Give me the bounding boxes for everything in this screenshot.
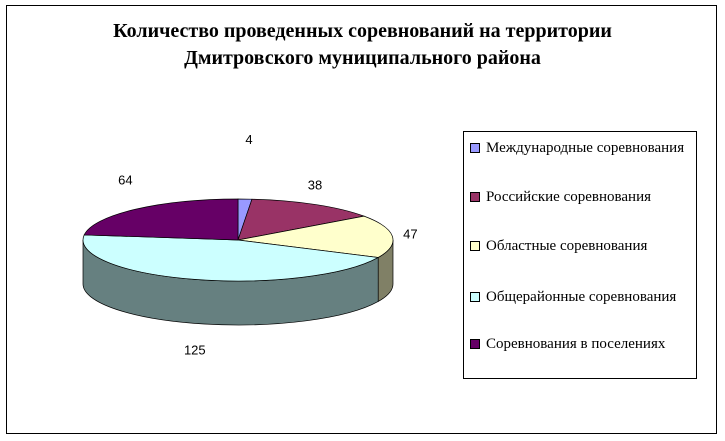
legend-item-russian: Российские соревнования [470, 187, 694, 208]
legend-label-district: Общерайонные соревнования [486, 289, 677, 305]
chart-title-line-2: Дмитровского муниципального района [184, 47, 541, 69]
legend-label-settlements: Соревнования в поселениях [486, 336, 666, 352]
legend-item-international: Международные соревнования [470, 138, 694, 159]
legend-label-russian: Российские соревнования [486, 189, 652, 205]
pie-slice-regional [237, 215, 394, 258]
data-label-district: 125 [184, 342, 206, 357]
legend-label-international: Международные соревнования [486, 140, 685, 156]
data-label-russian: 38 [308, 177, 322, 192]
data-labels: 4 38 47 125 64 [118, 132, 417, 357]
legend-swatch-international [470, 143, 480, 153]
chart-title: Количество проведенных соревнований на т… [0, 18, 725, 72]
legend-swatch-regional [470, 241, 480, 251]
legend-label-regional: Областные соревнования [486, 238, 648, 254]
legend-swatch-district [470, 292, 480, 302]
legend: Международные соревнования Российские со… [463, 131, 697, 379]
pie-slice-district [82, 234, 380, 282]
legend-item-regional: Областные соревнования [470, 236, 694, 257]
pie-slice-russian [237, 198, 366, 241]
data-label-international: 4 [245, 132, 252, 147]
chart-title-line-1: Количество проведенных соревнований на т… [113, 20, 612, 42]
legend-item-district: Общерайонные соревнования [470, 287, 694, 308]
legend-swatch-russian [470, 192, 480, 202]
data-label-regional: 47 [403, 226, 417, 241]
legend-swatch-settlements [470, 339, 480, 349]
pie-slices [82, 198, 394, 326]
data-label-settlements: 64 [118, 172, 132, 187]
legend-item-settlements: Соревнования в поселениях [470, 334, 694, 355]
pie-slice-settlements [83, 198, 239, 241]
